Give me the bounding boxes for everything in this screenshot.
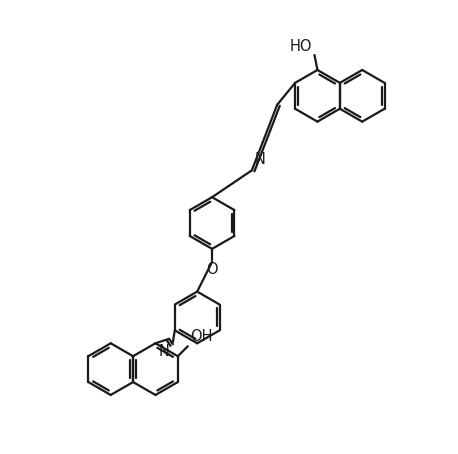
Text: N: N [159, 344, 170, 359]
Text: O: O [206, 262, 218, 277]
Text: HO: HO [290, 39, 312, 54]
Text: N: N [255, 153, 266, 168]
Text: OH: OH [190, 329, 212, 344]
